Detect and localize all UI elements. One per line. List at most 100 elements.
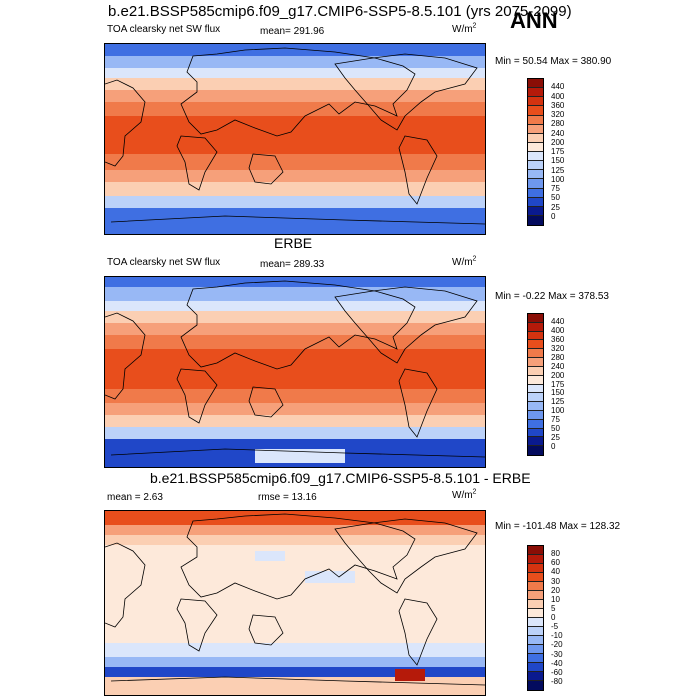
colorbar-box bbox=[528, 88, 543, 98]
colorbar-label: 360 bbox=[551, 334, 565, 344]
panel-2-colorbar bbox=[527, 313, 544, 456]
colorbar-box bbox=[528, 573, 543, 582]
colorbar-box bbox=[528, 322, 543, 332]
colorbar-label: 125 bbox=[551, 397, 565, 407]
colorbar-label: 280 bbox=[551, 119, 565, 129]
colorbar-box bbox=[528, 314, 543, 323]
colorbar-box bbox=[528, 340, 543, 350]
colorbar-label: -30 bbox=[551, 649, 563, 659]
season-label: ANN bbox=[510, 8, 558, 33]
colorbar-label: 0 bbox=[551, 613, 556, 622]
colorbar-box bbox=[528, 133, 543, 143]
colorbar-box bbox=[528, 79, 543, 89]
colorbar-box bbox=[528, 384, 543, 394]
colorbar-box bbox=[528, 410, 543, 420]
panel-2-variable-label: TOA clearsky net SW flux bbox=[107, 257, 221, 268]
main-title: b.e21.BSSP585cmip6.f09_g17.CMIP6-SSP5-8.… bbox=[108, 3, 572, 20]
colorbar-box bbox=[528, 375, 543, 385]
colorbar-label: 240 bbox=[551, 128, 565, 138]
colorbar-box bbox=[528, 402, 543, 411]
colorbar-box bbox=[528, 197, 543, 207]
colorbar-label: 400 bbox=[551, 91, 565, 101]
colorbar-label: 440 bbox=[551, 316, 565, 326]
colorbar-box bbox=[528, 179, 543, 189]
colorbar-box bbox=[528, 366, 543, 376]
colorbar-box bbox=[528, 206, 543, 216]
colorbar-label: 40 bbox=[551, 567, 560, 577]
panel-1-mean-label: mean= 291.96 bbox=[260, 26, 325, 37]
colorbar-label: 320 bbox=[551, 110, 565, 119]
colorbar-label: 0 bbox=[551, 442, 556, 452]
colorbar-label: 10 bbox=[551, 594, 560, 604]
colorbar-label: 200 bbox=[551, 137, 565, 147]
colorbar-label: 0 bbox=[551, 211, 556, 221]
colorbar-label: -40 bbox=[551, 658, 563, 668]
colorbar-label: 360 bbox=[551, 100, 565, 110]
panel-2-units: W/m2 bbox=[452, 255, 477, 268]
colorbar-label: -5 bbox=[551, 622, 559, 632]
colorbar-box bbox=[528, 663, 543, 672]
colorbar-label: 150 bbox=[551, 388, 565, 398]
panel-2-mean-label: mean= 289.33 bbox=[260, 259, 325, 270]
colorbar-label: 240 bbox=[551, 361, 565, 371]
colorbar-box bbox=[528, 161, 543, 171]
colorbar-label: 50 bbox=[551, 193, 560, 203]
colorbar-box bbox=[528, 331, 543, 341]
colorbar-label: 50 bbox=[551, 424, 560, 434]
panel-1-map bbox=[104, 43, 486, 235]
colorbar-label: 175 bbox=[551, 379, 565, 389]
colorbar-label: 5 bbox=[551, 603, 556, 613]
panel-3-mean-label: mean = 2.63 bbox=[107, 492, 163, 503]
panel-1-min-max: Min = 50.54 Max = 380.90 bbox=[495, 56, 612, 67]
colorbar-label: 25 bbox=[551, 202, 560, 212]
colorbar-label: 25 bbox=[551, 433, 560, 443]
colorbar-box bbox=[528, 115, 543, 125]
colorbar-box bbox=[528, 654, 543, 663]
colorbar-label: 150 bbox=[551, 156, 565, 166]
colorbar-box bbox=[528, 97, 543, 107]
colorbar-box bbox=[528, 170, 543, 180]
colorbar-box bbox=[528, 437, 543, 447]
colorbar-box bbox=[528, 124, 543, 134]
panel-3-units: W/m2 bbox=[452, 488, 477, 501]
panel-1-colorbar bbox=[527, 78, 544, 226]
panel-2-title: ERBE bbox=[274, 235, 313, 251]
colorbar-label: 75 bbox=[551, 415, 560, 425]
colorbar-box bbox=[528, 428, 543, 438]
colorbar-box bbox=[528, 349, 543, 359]
colorbar-box bbox=[528, 636, 543, 645]
panel-3-rmse-label: rmse = 13.16 bbox=[258, 492, 317, 503]
colorbar-box bbox=[528, 582, 543, 591]
colorbar-label: -10 bbox=[551, 631, 563, 641]
colorbar-label: 60 bbox=[551, 558, 560, 568]
panel-1-units: W/m2 bbox=[452, 22, 477, 35]
colorbar-label: -20 bbox=[551, 640, 563, 650]
colorbar-label: 20 bbox=[551, 585, 560, 595]
colorbar-box bbox=[528, 600, 543, 609]
colorbar-box bbox=[528, 672, 543, 681]
colorbar-label: 125 bbox=[551, 165, 565, 175]
colorbar-box bbox=[528, 358, 543, 367]
panel-2-map bbox=[104, 276, 486, 468]
colorbar-label: 440 bbox=[551, 82, 565, 92]
colorbar-box bbox=[528, 555, 543, 564]
colorbar-box bbox=[528, 188, 543, 198]
colorbar-label: 280 bbox=[551, 352, 565, 362]
colorbar-label: 320 bbox=[551, 343, 565, 353]
colorbar-box bbox=[528, 564, 543, 573]
colorbar-label: 80 bbox=[551, 549, 560, 559]
colorbar-label: 100 bbox=[551, 174, 565, 184]
colorbar-box bbox=[528, 645, 543, 654]
panel-3-map bbox=[104, 510, 486, 696]
panel-1-variable-label: TOA clearsky net SW flux bbox=[107, 24, 221, 35]
colorbar-box bbox=[528, 627, 543, 636]
colorbar-box bbox=[528, 393, 543, 403]
colorbar-box bbox=[528, 591, 543, 600]
colorbar-box bbox=[528, 446, 543, 455]
colorbar-box bbox=[528, 106, 543, 116]
colorbar-box bbox=[528, 546, 543, 555]
panel-2-min-max: Min = -0.22 Max = 378.53 bbox=[495, 291, 609, 302]
colorbar-box bbox=[528, 681, 543, 690]
colorbar-label: -80 bbox=[551, 676, 563, 686]
colorbar-label: 30 bbox=[551, 576, 560, 586]
